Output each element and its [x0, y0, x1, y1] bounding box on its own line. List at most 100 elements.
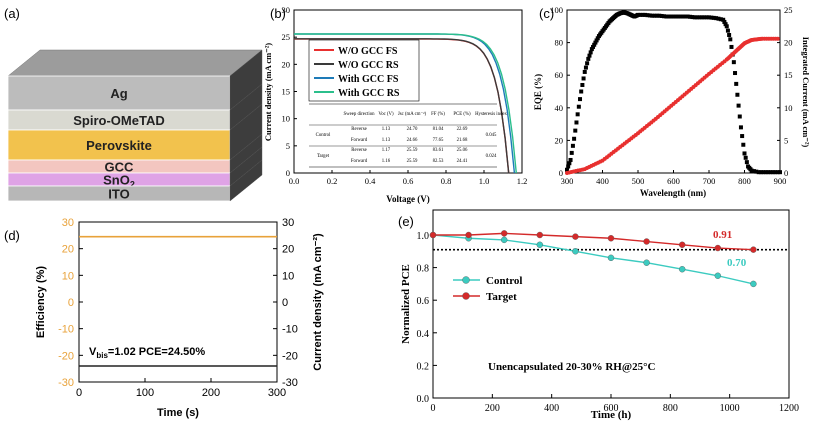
- x-tick-label-c: 900: [774, 176, 787, 186]
- x-tick-label-d: 0: [76, 387, 82, 399]
- table-cell: Reverse: [351, 148, 366, 153]
- x-axis-label-d: Time (s): [157, 407, 199, 419]
- table-cell: 1.13: [382, 127, 391, 132]
- x-tick-label-b: 0.2: [327, 176, 338, 186]
- series-line-control: [432, 234, 754, 285]
- y-tick-label-b: 5: [286, 141, 290, 151]
- y-tick-label-e: 0.6: [417, 296, 430, 307]
- eqe-point: [724, 24, 729, 29]
- eqe-point: [727, 32, 732, 37]
- y2-axis-label-c: Integrated Current (mA cm⁻²): [801, 37, 811, 148]
- table-header-cell: Jsc (mA cm⁻²): [398, 111, 427, 117]
- eqe-point: [595, 36, 600, 41]
- eqe-point: [728, 37, 733, 42]
- panel-label-b: (b): [270, 6, 286, 21]
- eqe-point: [576, 104, 581, 109]
- point-control: [679, 266, 686, 273]
- eqe-point: [638, 12, 643, 17]
- panel-e-degradation-chart: (e) 0 200 400 600 800 1000 1200 0.0 0.2 0.4 0.6 0.8…: [398, 209, 799, 421]
- table-cell: 25.59: [407, 148, 418, 153]
- y-tick-label-d: 30: [62, 217, 74, 229]
- eqe-point: [735, 92, 740, 97]
- eqe-point: [714, 16, 719, 21]
- eqe-point: [678, 14, 683, 19]
- y-tick-label-d: -10: [58, 324, 74, 336]
- legend-marker-e: [462, 276, 470, 284]
- eqe-point: [662, 14, 667, 19]
- table-cell: 1.13: [382, 138, 391, 143]
- eqe-point: [650, 13, 655, 18]
- point-target: [536, 231, 543, 239]
- table-header-cell: Voc (V): [378, 112, 394, 117]
- eqe-point: [711, 15, 716, 20]
- point-control: [714, 272, 721, 279]
- y-tick-label-b: 10: [282, 114, 291, 124]
- x-tick-label-d: 200: [202, 387, 220, 399]
- y-tick-label-b: 15: [282, 87, 291, 97]
- stack-side-5: [229, 159, 263, 202]
- eqe-point: [725, 28, 730, 33]
- point-target: [714, 244, 721, 252]
- point-target: [429, 231, 437, 239]
- y-tick-label-e: 0.2: [417, 361, 430, 372]
- x-axis-label-e: Time (h): [591, 409, 632, 421]
- y2-tick-label-c: 25: [784, 5, 793, 15]
- eqe-point: [643, 12, 648, 17]
- control-end-annotation: 0.70: [727, 257, 747, 269]
- eqe-point: [647, 13, 652, 18]
- y-tick-label-d: 20: [62, 244, 74, 256]
- table-cell: 24.66: [407, 138, 418, 143]
- eqe-point: [744, 160, 749, 165]
- table-header-cell: PCE (%): [453, 112, 471, 117]
- eqe-point: [578, 97, 583, 102]
- table-cell: 1.16: [382, 159, 391, 164]
- eqe-point: [659, 13, 664, 18]
- y-tick-label-b: 25: [282, 32, 291, 42]
- point-target: [643, 238, 650, 245]
- x-axis-label-b: Voltage (V): [386, 194, 429, 204]
- table-cell: Control: [316, 133, 331, 138]
- table-cell: 25.06: [457, 148, 468, 153]
- table-cell: 81.04: [433, 127, 444, 132]
- eqe-point: [751, 169, 756, 174]
- y-tick-label-c: 40: [555, 103, 564, 113]
- eqe-point: [742, 151, 747, 156]
- y-tick-label-c: 0: [559, 168, 563, 178]
- x-tick-label-b: 0.0: [289, 176, 300, 186]
- x-tick-label-b: 1.2: [517, 176, 528, 186]
- x-tick-label-e: 1200: [779, 403, 799, 414]
- eqe-point: [743, 155, 748, 160]
- eqe-point: [778, 170, 782, 175]
- y-axis-label-e: Normalized PCE: [400, 264, 412, 344]
- point-control: [750, 280, 757, 288]
- eqe-point: [736, 103, 741, 108]
- eqe-point: [588, 50, 593, 55]
- y-tick-label-c: 80: [555, 38, 564, 48]
- eqe-point: [671, 14, 676, 19]
- x-tick-label-b: 1.0: [479, 176, 490, 186]
- eqe-point: [768, 170, 773, 175]
- eqe-point: [573, 128, 578, 133]
- point-control: [643, 259, 650, 266]
- table-cell: 0.024: [486, 154, 497, 159]
- eqe-point: [731, 60, 736, 65]
- eqe-point: [690, 15, 695, 20]
- x-tick-label-d: 300: [268, 387, 286, 399]
- eqe-point: [704, 15, 709, 20]
- eqe-point: [737, 114, 742, 119]
- eqe-point: [683, 14, 688, 19]
- eqe-point: [733, 71, 738, 76]
- eqe-point: [709, 15, 714, 20]
- eqe-point: [718, 17, 723, 22]
- eqe-point: [702, 15, 707, 20]
- plot-frame-d: [78, 221, 278, 383]
- eqe-point: [740, 134, 745, 139]
- y-axis-label-c: EQE (%): [533, 74, 543, 110]
- y-tick-label-e: 1.0: [417, 231, 430, 242]
- eqe-point: [699, 15, 704, 20]
- point-control: [572, 248, 579, 255]
- jv-curve-w-o-gcc-rs: [294, 38, 510, 174]
- table-cell: Forward: [351, 159, 368, 164]
